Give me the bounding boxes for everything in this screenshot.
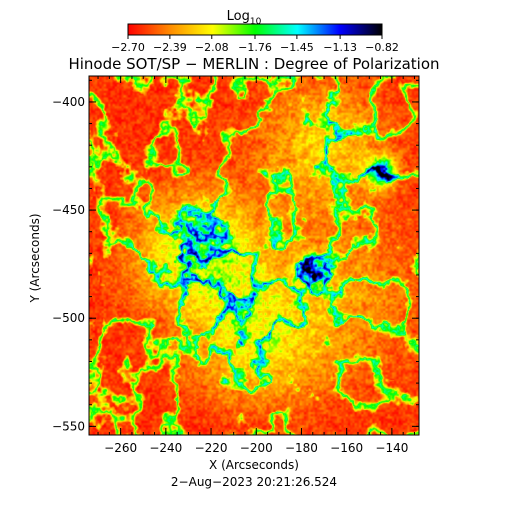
axis-ticks: −260 −240 −220 −200 −180 −160 −140 −400 −450 −500…: [52, 76, 419, 455]
y-tick-label: −500: [52, 311, 85, 325]
y-tick-label: −400: [52, 95, 85, 109]
colorbar-label: Log10: [227, 9, 262, 27]
x-tick-label: −140: [375, 441, 408, 455]
colorbar-tick-label: −2.08: [195, 41, 229, 54]
y-tick-label: −450: [52, 203, 85, 217]
chart-title: Hinode SOT/SP − MERLIN : Degree of Polar…: [68, 55, 439, 73]
heatmap-image: [89, 76, 419, 435]
colorbar: [127, 23, 383, 36]
colorbar-tick-label: −2.70: [111, 41, 145, 54]
x-tick-label: −180: [285, 441, 318, 455]
plot-frame: [88, 75, 420, 436]
x-tick-label: −240: [149, 441, 182, 455]
x-tick-label: −220: [195, 441, 228, 455]
colorbar-tick-label: −0.82: [365, 41, 399, 54]
x-tick-label: −260: [104, 441, 137, 455]
colorbar-tick-label: −2.39: [153, 41, 187, 54]
colorbar-tick-label: −1.45: [280, 41, 314, 54]
colorbar-ticks: −2.70 −2.39 −2.08 −1.76 −1.45 −1.13 −0.82: [111, 35, 399, 54]
x-tick-label: −160: [330, 441, 363, 455]
x-axis-label: X (Arcseconds): [209, 458, 299, 472]
timestamp: 2−Aug−2023 20:21:26.524: [171, 475, 337, 489]
x-tick-label: −200: [240, 441, 273, 455]
y-axis-label: Y (Arcseconds): [28, 213, 42, 303]
colorbar-tick-label: −1.76: [238, 41, 272, 54]
colorbar-tick-label: −1.13: [323, 41, 357, 54]
y-tick-label: −550: [52, 419, 85, 433]
